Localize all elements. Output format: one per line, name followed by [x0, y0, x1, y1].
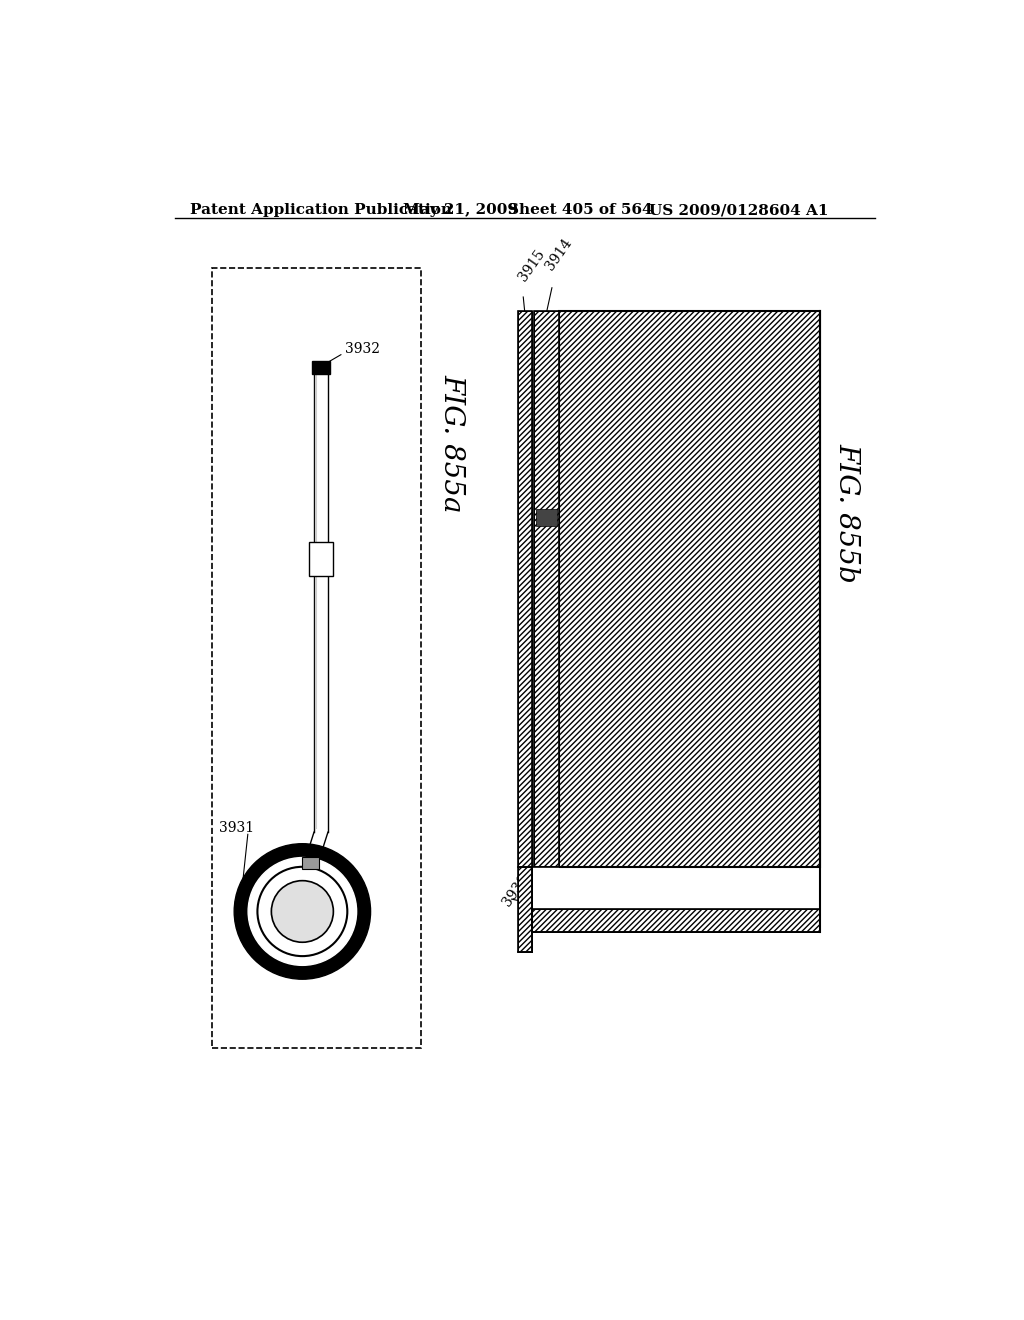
Text: 3930: 3930 [500, 871, 531, 908]
Bar [518, 867, 559, 913]
Text: 3931: 3931 [219, 821, 255, 836]
Circle shape [248, 858, 356, 965]
Bar [518, 312, 531, 867]
Bar [302, 857, 319, 869]
Bar [531, 909, 820, 932]
Text: FIG. 855b: FIG. 855b [834, 444, 860, 583]
Bar [518, 867, 531, 952]
Bar [311, 360, 331, 374]
Bar [559, 312, 820, 867]
Text: 3915: 3915 [515, 247, 547, 284]
Circle shape [234, 843, 371, 979]
Text: Patent Application Publication: Patent Application Publication [190, 203, 452, 216]
Bar [518, 867, 531, 952]
Text: Sheet 405 of 564: Sheet 405 of 564 [508, 203, 652, 216]
Bar [212, 268, 421, 1048]
Bar [518, 312, 531, 867]
Text: 3932: 3932 [345, 342, 380, 356]
Text: May 21, 2009: May 21, 2009 [403, 203, 518, 216]
Bar [309, 541, 333, 576]
Bar [314, 368, 328, 832]
Text: US 2009/0128604 A1: US 2009/0128604 A1 [649, 203, 828, 216]
Bar [536, 508, 557, 525]
Bar [535, 312, 559, 867]
Bar [559, 312, 820, 867]
Circle shape [271, 880, 334, 942]
Bar [531, 909, 820, 932]
Text: 3914: 3914 [543, 235, 574, 272]
Text: FIG. 855a: FIG. 855a [438, 374, 465, 512]
Bar [535, 312, 559, 867]
